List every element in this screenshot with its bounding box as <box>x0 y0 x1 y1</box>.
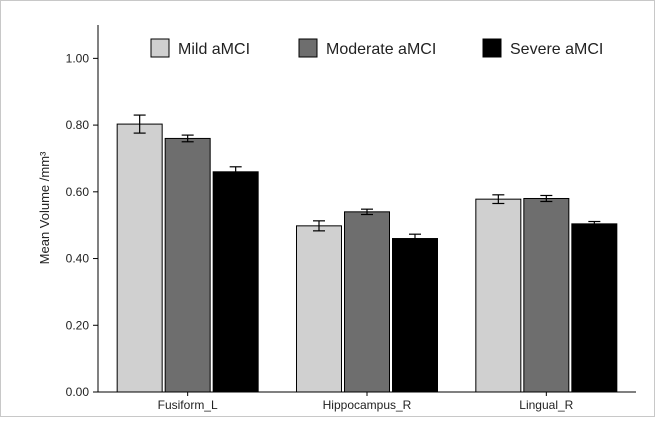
bar <box>296 225 342 393</box>
y-tick-label: 0.80 <box>66 118 90 132</box>
y-tick-label: 0.20 <box>66 318 90 332</box>
bar <box>571 223 618 393</box>
bar <box>475 198 522 393</box>
x-tick-label: Lingual_R <box>519 398 573 412</box>
bar <box>212 171 259 393</box>
y-tick-label: 0.60 <box>66 185 90 199</box>
y-tick-label: 1.00 <box>66 51 90 65</box>
axes: 0.00 0.20 0.40 0.60 0.80 1.00 Fusiform_L Hippoc… <box>66 25 636 412</box>
legend: Mild aMCI Moderate aMCI Severe aMCI <box>150 38 603 58</box>
bar <box>344 211 390 393</box>
bars <box>116 114 618 393</box>
y-axis-label: Mean Volume /mm³ <box>37 151 52 264</box>
bar <box>164 137 211 393</box>
x-tick-label: Fusiform_L <box>158 398 218 412</box>
legend-label: Mild aMCI <box>178 41 250 58</box>
y-tick-label: 0.40 <box>66 252 90 266</box>
bar <box>116 123 163 393</box>
legend-swatch <box>298 38 318 58</box>
bar <box>523 197 570 393</box>
legend-label: Moderate aMCI <box>326 41 436 58</box>
bar <box>392 238 438 393</box>
legend-swatch <box>482 38 502 58</box>
y-tick-label: 0.00 <box>66 385 90 399</box>
legend-label: Severe aMCI <box>510 41 603 58</box>
legend-swatch <box>150 38 170 58</box>
x-tick-label: Hippocampus_R <box>323 398 412 412</box>
